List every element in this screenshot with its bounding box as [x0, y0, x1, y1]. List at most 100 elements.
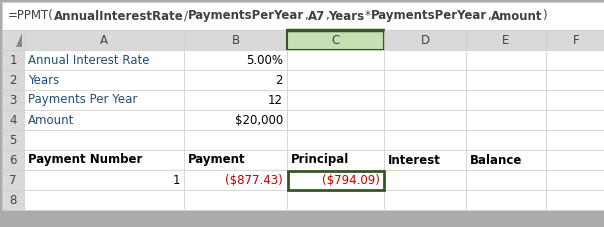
Bar	[287, 110, 384, 130]
Polygon shape	[16, 33, 22, 47]
Text: Balance: Balance	[470, 153, 522, 166]
Bar	[287, 90, 384, 110]
Bar	[466, 150, 546, 170]
Bar	[184, 50, 287, 70]
Text: Years: Years	[28, 74, 59, 86]
Bar	[466, 90, 546, 110]
Text: *: *	[365, 10, 371, 22]
Text: 1: 1	[173, 173, 180, 187]
Text: Payments Per Year: Payments Per Year	[28, 94, 137, 106]
Bar	[287, 190, 384, 210]
Text: A: A	[100, 34, 108, 47]
Bar	[2, 2, 604, 30]
Bar	[546, 30, 604, 50]
Bar	[2, 50, 24, 70]
Text: E: E	[503, 34, 510, 47]
Bar	[24, 70, 184, 90]
Text: 4: 4	[9, 114, 17, 126]
Text: ($794.09): ($794.09)	[322, 173, 380, 187]
Bar	[24, 190, 184, 210]
Text: AnnualInterestRate: AnnualInterestRate	[54, 10, 184, 22]
Bar	[546, 50, 604, 70]
Text: 8: 8	[9, 193, 17, 207]
Text: A7: A7	[307, 10, 325, 22]
Bar	[466, 190, 546, 210]
Text: /: /	[184, 10, 188, 22]
Text: 6: 6	[9, 153, 17, 166]
Bar	[2, 70, 24, 90]
Bar	[546, 130, 604, 150]
Bar	[384, 150, 466, 170]
Bar	[384, 130, 466, 150]
Text: 5: 5	[9, 133, 17, 146]
Text: ,: ,	[487, 10, 490, 22]
Bar	[546, 70, 604, 90]
Text: D: D	[420, 34, 429, 47]
Bar	[384, 110, 466, 130]
Text: 7: 7	[9, 173, 17, 187]
Text: 3: 3	[9, 94, 17, 106]
Bar	[287, 170, 384, 190]
Bar	[184, 110, 287, 130]
Bar	[2, 30, 24, 50]
Bar	[466, 50, 546, 70]
Text: 2: 2	[9, 74, 17, 86]
Bar	[384, 50, 466, 70]
Bar	[184, 190, 287, 210]
Bar	[2, 110, 24, 130]
Bar	[287, 70, 384, 90]
Text: ,: ,	[325, 10, 329, 22]
Bar	[184, 30, 287, 50]
Text: Interest: Interest	[388, 153, 441, 166]
Text: PaymentsPerYear: PaymentsPerYear	[188, 10, 304, 22]
Bar	[2, 130, 24, 150]
Text: Payment: Payment	[188, 153, 246, 166]
Bar	[2, 90, 24, 110]
Bar	[384, 170, 466, 190]
Bar	[2, 170, 24, 190]
Bar	[384, 90, 466, 110]
Text: PaymentsPerYear: PaymentsPerYear	[371, 10, 487, 22]
Bar	[546, 150, 604, 170]
Bar	[24, 110, 184, 130]
Bar	[287, 150, 384, 170]
Bar	[466, 30, 546, 50]
Text: ): )	[542, 10, 547, 22]
Bar	[184, 130, 287, 150]
Bar	[287, 50, 384, 70]
Bar	[24, 130, 184, 150]
Text: Years: Years	[329, 10, 365, 22]
Bar	[287, 130, 384, 150]
Bar	[184, 170, 287, 190]
Bar	[466, 70, 546, 90]
Bar	[24, 50, 184, 70]
Text: 2: 2	[275, 74, 283, 86]
Bar	[466, 130, 546, 150]
Bar	[24, 170, 184, 190]
Text: Annual Interest Rate: Annual Interest Rate	[28, 54, 150, 67]
Bar	[2, 190, 24, 210]
Text: $20,000: $20,000	[235, 114, 283, 126]
Text: 5.00%: 5.00%	[246, 54, 283, 67]
Bar	[546, 90, 604, 110]
Bar	[24, 90, 184, 110]
Text: 12: 12	[268, 94, 283, 106]
Bar	[546, 170, 604, 190]
Text: ,: ,	[304, 10, 307, 22]
Text: Amount: Amount	[490, 10, 542, 22]
Text: C: C	[332, 34, 339, 47]
Bar	[384, 30, 466, 50]
Text: 1: 1	[9, 54, 17, 67]
Text: Amount: Amount	[28, 114, 74, 126]
Bar	[288, 170, 384, 190]
Text: Principal: Principal	[291, 153, 349, 166]
Bar	[2, 150, 24, 170]
Bar	[466, 170, 546, 190]
Text: B: B	[231, 34, 240, 47]
Bar	[384, 70, 466, 90]
Bar	[24, 150, 184, 170]
Text: =PPMT(: =PPMT(	[8, 10, 54, 22]
Bar	[24, 30, 184, 50]
Bar	[384, 190, 466, 210]
Text: F: F	[573, 34, 579, 47]
